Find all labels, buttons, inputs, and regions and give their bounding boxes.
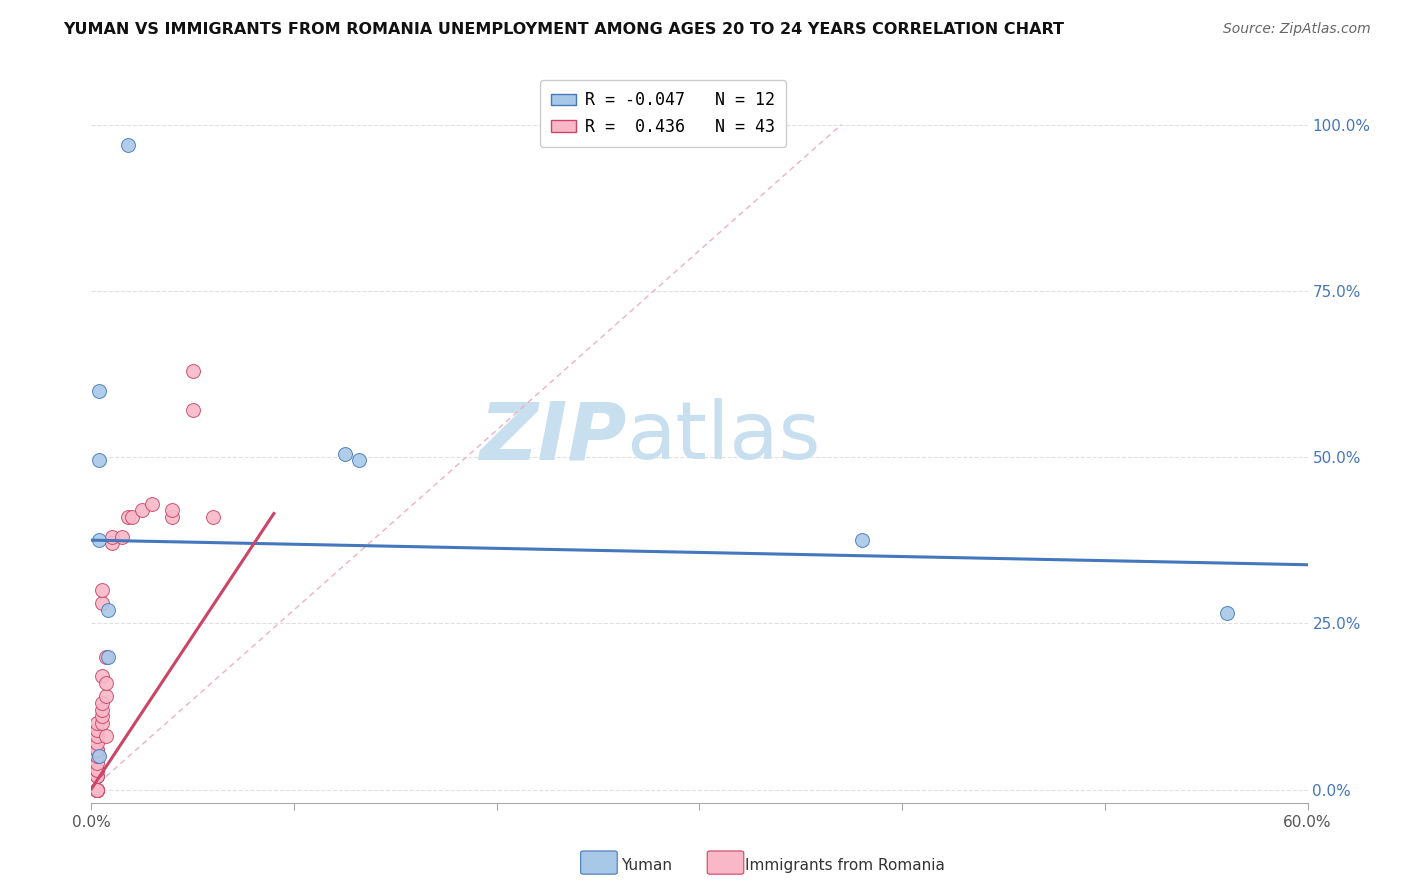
- Point: [94, 676, 117, 690]
- Point: [100, 536, 122, 550]
- Point: [1215, 607, 1237, 621]
- Point: [131, 503, 153, 517]
- Point: [86, 736, 108, 750]
- Point: [86, 769, 108, 783]
- Point: [90, 669, 112, 683]
- Point: [86, 749, 108, 764]
- Point: [90, 696, 112, 710]
- Point: [162, 509, 184, 524]
- Point: [94, 690, 117, 704]
- Point: [162, 503, 184, 517]
- Point: [86, 729, 108, 743]
- Point: [86, 782, 108, 797]
- Point: [90, 596, 112, 610]
- Point: [202, 509, 225, 524]
- Point: [86, 782, 108, 797]
- Point: [333, 447, 356, 461]
- Point: [86, 782, 108, 797]
- Text: atlas: atlas: [627, 398, 821, 476]
- Point: [851, 533, 873, 548]
- Point: [111, 530, 134, 544]
- Point: [86, 723, 108, 737]
- Point: [141, 497, 163, 511]
- Point: [117, 137, 139, 152]
- Point: [181, 363, 204, 377]
- Point: [86, 742, 108, 756]
- Legend: R = -0.047   N = 12, R =  0.436   N = 43: R = -0.047 N = 12, R = 0.436 N = 43: [540, 79, 786, 147]
- Point: [86, 782, 108, 797]
- Text: Immigrants from Romania: Immigrants from Romania: [745, 858, 945, 872]
- Point: [86, 782, 108, 797]
- Point: [86, 782, 108, 797]
- Point: [86, 756, 108, 770]
- Point: [94, 649, 117, 664]
- Point: [89, 453, 111, 467]
- Point: [86, 763, 108, 777]
- Point: [89, 749, 111, 764]
- Point: [89, 384, 111, 398]
- Point: [121, 509, 143, 524]
- Point: [100, 530, 122, 544]
- Point: [90, 709, 112, 723]
- Point: [86, 782, 108, 797]
- Point: [97, 603, 120, 617]
- Point: [89, 533, 111, 548]
- Point: [94, 729, 117, 743]
- Text: Yuman: Yuman: [621, 858, 672, 872]
- Point: [117, 509, 139, 524]
- Point: [181, 403, 204, 417]
- Point: [86, 763, 108, 777]
- Point: [86, 742, 108, 756]
- Text: YUMAN VS IMMIGRANTS FROM ROMANIA UNEMPLOYMENT AMONG AGES 20 TO 24 YEARS CORRELAT: YUMAN VS IMMIGRANTS FROM ROMANIA UNEMPLO…: [63, 22, 1064, 37]
- Point: [90, 703, 112, 717]
- Point: [97, 649, 120, 664]
- Point: [86, 716, 108, 731]
- Text: ZIP: ZIP: [479, 398, 627, 476]
- Text: Source: ZipAtlas.com: Source: ZipAtlas.com: [1223, 22, 1371, 37]
- Point: [86, 782, 108, 797]
- Point: [347, 453, 370, 467]
- Point: [90, 582, 112, 597]
- Point: [86, 769, 108, 783]
- Point: [90, 716, 112, 731]
